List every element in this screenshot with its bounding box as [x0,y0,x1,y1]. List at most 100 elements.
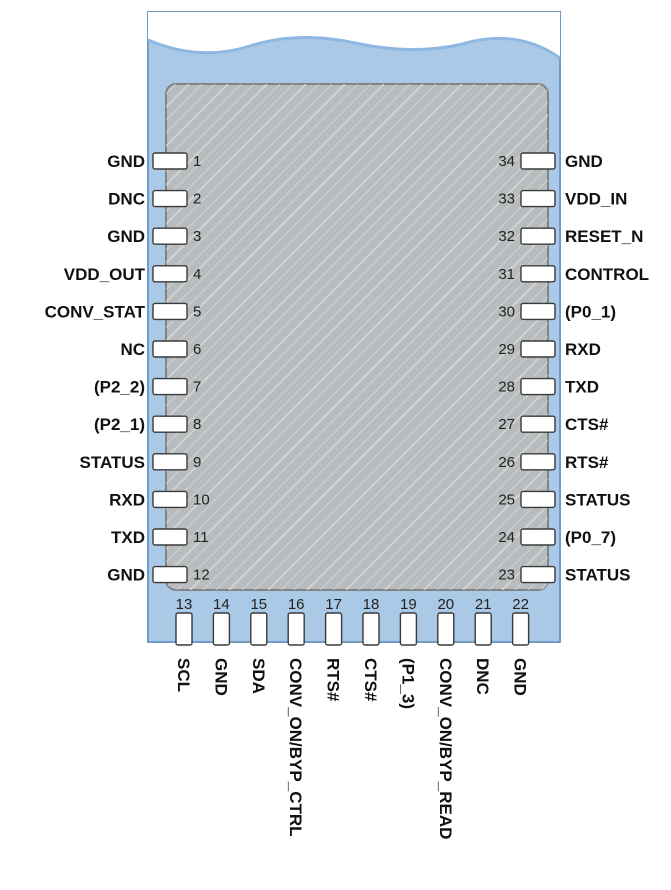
pin-pad [474,612,492,646]
pin-pad [212,612,231,646]
pin-name: RTS# [324,658,343,702]
pin-name: NC [120,340,145,359]
pin-pad [520,377,556,396]
pin-name: GND [511,658,530,696]
pin-name: (P0_1) [565,302,616,321]
pin-12: 12 GND [107,566,209,585]
pin-3: 3 GND [107,227,201,246]
pin-22: 22 GND [511,596,530,696]
pin-name: (P1_3) [398,658,417,709]
pin-name: (P0_7) [565,528,616,547]
pin-10: 10 RXD [109,490,210,509]
pin-23: 23 STATUS [498,566,630,585]
pin-pad [511,612,530,646]
pin-name: STATUS [565,490,630,509]
left-pin-group: 1 GND 2 DNC 3 GND 4 VDD_OUT 5 CONV_STAT 6 NC 7 (P2_2)… [45,152,210,585]
pin-number: 16 [288,596,305,613]
pin-pad [520,340,556,358]
pin-30: 30 (P0_1) [498,302,616,321]
pin-number: 15 [250,596,267,613]
pin-pad [152,227,188,245]
pin-8: 8 (P2_1) [94,415,201,434]
pin-32: 32 RESET_N [498,227,643,246]
pin-number: 14 [213,596,230,613]
pin-name: CONTROL [565,265,649,284]
pin-pad [520,490,556,509]
pin-pad [152,453,188,471]
pin-pad [520,152,556,170]
pin-pad [437,612,455,646]
pin-27: 27 CTS# [498,415,609,434]
pin-number: 13 [176,596,193,613]
pin-number: 31 [498,266,515,283]
pin-pad [520,528,556,546]
pin-pad [520,265,556,283]
pin-pad [152,189,188,208]
pin-name: CONV_ON/BYP_READ [436,658,455,839]
module-board [147,11,561,643]
pin-number: 7 [193,379,201,396]
pin-number: 21 [475,596,492,613]
pin-number: 32 [498,228,515,245]
pin-14: 14 GND [211,596,230,696]
pin-name: VDD_OUT [64,265,146,284]
pin-29: 29 RXD [498,340,601,359]
pin-pad [152,377,188,396]
pin-name: RESET_N [565,227,643,246]
pin-name: SDA [249,658,268,694]
pin-17: 17 RTS# [324,596,343,702]
pin-number: 3 [193,228,201,245]
pin-name: GND [565,152,603,171]
pin-24: 24 (P0_7) [498,528,616,547]
pin-name: TXD [565,378,599,397]
pin-pad [152,415,188,433]
pin-pad [152,152,188,170]
pin-name: CONV_ON/BYP_CTRL [286,658,305,837]
pin-name: RXD [565,340,601,359]
pin-number: 10 [193,491,210,508]
pin-31: 31 CONTROL [498,265,649,284]
pin-5: 5 CONV_STAT [45,302,202,321]
pin-2: 2 DNC [108,190,201,209]
pin-33: 33 VDD_IN [498,190,627,209]
pin-21: 21 DNC [473,596,492,695]
pin-18: 18 CTS# [361,596,380,702]
pin-name: DNC [108,190,145,209]
right-pin-group: 34 GND 33 VDD_IN 32 RESET_N 31 CONTROL 30 (P0_1) 2… [498,152,649,585]
pin-pad [152,340,188,358]
pin-number: 24 [498,529,515,546]
pin-number: 19 [400,596,417,613]
pin-name: STATUS [80,453,145,472]
pin-number: 9 [193,454,201,471]
pin-20: 20 CONV_ON/BYP_READ [436,596,455,839]
pin-name: GND [211,658,230,696]
pin-pad [520,453,556,471]
pin-number: 5 [193,303,201,320]
pin-number: 11 [193,529,209,546]
pin-pad [520,227,556,245]
pin-28: 28 TXD [498,378,599,397]
pin-34: 34 GND [498,152,602,171]
pin-name: SCL [174,658,193,692]
pin-name: RXD [109,490,145,509]
pin-pad [175,612,193,646]
pin-name: CONV_STAT [45,302,146,321]
pin-26: 26 RTS# [498,453,609,472]
pin-name: RTS# [565,453,609,472]
pin-pad [152,528,188,546]
pin-11: 11 TXD [111,528,209,547]
pcb-wave-line [147,35,561,60]
pin-number: 4 [193,266,201,283]
pin-number: 30 [498,303,515,320]
pin-name: GND [107,566,145,585]
pin-4: 4 VDD_OUT [64,265,202,284]
pin-pad [152,302,188,321]
pin-1: 1 GND [107,152,201,171]
pin-pad [520,565,556,584]
pin-number: 22 [512,596,529,613]
pin-25: 25 STATUS [498,490,630,509]
pin-number: 1 [193,153,201,170]
pin-9: 9 STATUS [80,453,202,472]
